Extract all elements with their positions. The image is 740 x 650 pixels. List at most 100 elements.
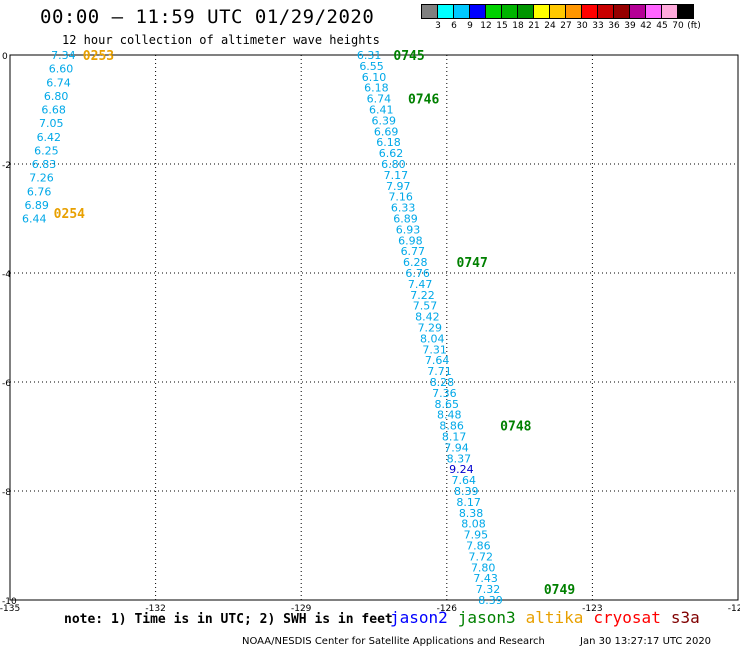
latitude-tick-label: -10 <box>2 597 17 607</box>
satellite-legend: jason2 jason3 altika cryosat s3a <box>390 608 710 627</box>
color-scale-label: 3 <box>435 21 441 31</box>
color-scale-label: 42 <box>640 21 652 31</box>
color-scale-label: 27 <box>560 21 572 31</box>
wave-height-value: 6.10 <box>362 71 387 84</box>
wave-height-value: 7.86 <box>466 540 491 553</box>
pass-time-label: 0749 <box>544 583 575 598</box>
wave-height-value: 8.48 <box>437 409 462 422</box>
color-scale-label: 6 <box>451 21 457 31</box>
wave-height-value: 6.68 <box>41 104 66 117</box>
color-scale-label: 9 <box>467 21 473 31</box>
pass-time-label: 0254 <box>54 207 85 222</box>
satellite-legend-s3a: s3a <box>670 608 700 627</box>
wave-height-value: 6.42 <box>37 131 62 144</box>
longitude-tick-label: -120 <box>728 604 740 614</box>
pass-time-label: 0253 <box>83 49 114 64</box>
wave-height-value: 6.80 <box>381 158 406 171</box>
wave-height-value: 7.72 <box>469 550 494 563</box>
wave-height-value: 6.41 <box>369 104 394 117</box>
wave-height-value: 6.77 <box>401 245 426 258</box>
wave-height-value: 6.76 <box>405 267 430 280</box>
color-scale-label: 21 <box>528 21 540 31</box>
pass-time-label: 0747 <box>457 256 488 271</box>
color-scale-label: 39 <box>624 21 636 31</box>
color-scale-label: 33 <box>592 21 604 31</box>
wave-height-value: 8.17 <box>442 431 467 444</box>
wave-height-value: 8.39 <box>454 485 479 498</box>
color-scale-labels: 3 6 9 12 15 18 21 24 27 30 33 36 39 42 45 70 (ft) <box>422 19 701 33</box>
longitude-tick-label: -132 <box>145 604 165 614</box>
wave-height-value: 7.64 <box>425 354 450 367</box>
color-scale-label: 30 <box>576 21 588 31</box>
longitude-tick-label: -126 <box>437 604 458 614</box>
wave-height-value: 6.69 <box>374 125 399 138</box>
satellite-legend-jason2: jason2 <box>390 608 448 627</box>
wave-height-value: 7.32 <box>476 583 501 596</box>
wave-height-value: 8.65 <box>435 398 460 411</box>
satellite-legend-jason3: jason3 <box>457 608 516 627</box>
wave-height-value: 6.60 <box>49 63 74 76</box>
wave-height-value: 7.80 <box>471 561 496 574</box>
wave-height-value: 6.74 <box>46 76 71 89</box>
wave-height-value: 8.37 <box>447 452 472 465</box>
wave-height-value: 7.34 <box>51 49 76 62</box>
wave-height-value: 7.36 <box>432 387 457 400</box>
wave-height-value: 6.25 <box>34 144 59 157</box>
wave-height-value: 8.39 <box>478 594 503 607</box>
color-scale-label: 18 <box>512 21 524 31</box>
wave-height-value: 7.05 <box>39 117 64 130</box>
wave-height-value: 6.18 <box>376 136 401 149</box>
color-scale-legend: 3 6 9 12 15 18 21 24 27 30 33 36 39 42 45 70 (ft) <box>421 4 701 33</box>
wave-height-value: 7.97 <box>386 180 411 193</box>
wave-height-value: 6.89 <box>393 213 418 226</box>
wave-height-value: 8.28 <box>430 376 455 389</box>
wave-height-value: 6.89 <box>24 199 49 212</box>
wave-height-value: 9.24 <box>449 463 474 476</box>
wave-height-value: 7.26 <box>29 172 54 185</box>
pass-time-label: 0748 <box>500 420 531 435</box>
wave-height-value: 7.71 <box>427 365 452 378</box>
wave-height-value: 6.80 <box>44 90 69 103</box>
satellite-legend-cryosat: cryosat <box>593 608 661 627</box>
wave-height-value: 7.43 <box>473 572 498 585</box>
map-frame <box>9 54 739 601</box>
wave-height-value: 8.17 <box>456 496 481 509</box>
latitude-tick-label: 0 <box>2 52 8 62</box>
wave-height-value: 6.28 <box>403 256 428 269</box>
credit-line: NOAA/NESDIS Center for Satellite Applica… <box>242 636 545 647</box>
latitude-tick-label: -6 <box>2 379 11 389</box>
longitude-tick-label: -129 <box>291 604 312 614</box>
generated-timestamp: Jan 30 13:27:17 UTC 2020 <box>580 636 712 647</box>
wave-height-value: 8.42 <box>415 311 440 324</box>
wave-height-value: 6.55 <box>359 60 384 73</box>
wave-height-value: 6.44 <box>22 213 47 226</box>
color-scale-label: 45 <box>656 21 668 31</box>
pass-time-label: 0745 <box>393 49 424 64</box>
map-title: 00:00 – 11:59 UTC 01/29/2020 <box>40 6 375 28</box>
satellite-legend-altika: altika <box>525 608 584 627</box>
wave-height-value: 8.86 <box>439 420 464 433</box>
color-scale-label: 70 <box>672 21 684 31</box>
wave-height-value: 6.62 <box>379 147 404 160</box>
wave-height-value: 6.98 <box>398 234 423 247</box>
map-subtitle: 12 hour collection of altimeter wave hei… <box>62 33 380 47</box>
wave-height-value: 7.16 <box>388 191 413 204</box>
units-note: note: 1) Time is in UTC; 2) SWH is in fe… <box>64 612 393 627</box>
wave-height-value: 6.18 <box>364 82 389 95</box>
wave-height-value: 7.94 <box>444 441 469 454</box>
wave-height-value: 8.38 <box>459 507 484 520</box>
color-scale-label: 15 <box>496 21 508 31</box>
color-scale-label: (ft) <box>687 21 701 31</box>
pass-time-label: 0746 <box>408 93 439 108</box>
wave-height-value: 8.08 <box>461 518 486 531</box>
wave-height-value: 8.04 <box>420 332 445 345</box>
wave-height-value: 7.17 <box>384 169 409 182</box>
wave-height-value: 7.22 <box>410 289 435 302</box>
wave-height-value: 7.95 <box>464 529 489 542</box>
wave-height-value: 6.31 <box>357 49 382 62</box>
wave-height-value: 7.64 <box>452 474 477 487</box>
wave-height-value: 6.33 <box>391 202 416 215</box>
latitude-tick-label: -2 <box>2 161 11 171</box>
latitude-tick-label: -4 <box>2 270 11 280</box>
